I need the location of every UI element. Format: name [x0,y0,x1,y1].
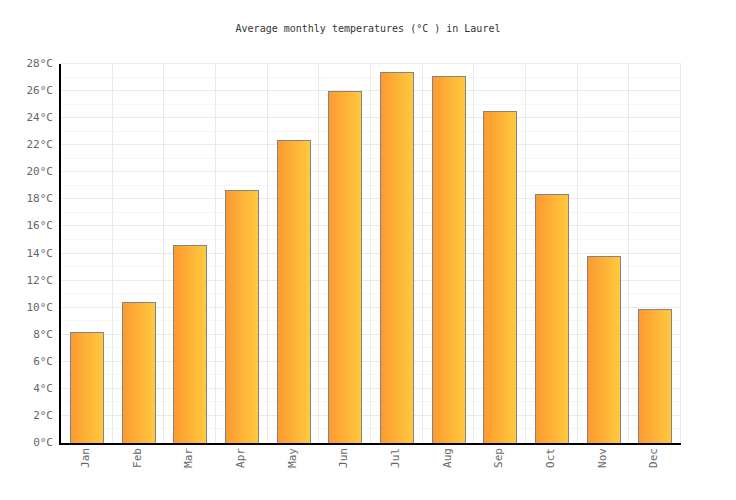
vertical-gridline [577,64,578,443]
bar-sep[interactable] [483,111,517,443]
x-tick-label-sep: Sep [492,448,505,468]
y-tick-label: 6°C [0,355,53,368]
bar-nov[interactable] [587,256,621,443]
major-gridline [61,253,681,254]
y-tick-label: 20°C [0,165,53,178]
bar-jul[interactable] [380,72,414,443]
bar-oct[interactable] [535,194,569,443]
major-gridline [61,225,681,226]
y-tick-label: 24°C [0,111,53,124]
y-tick-label: 16°C [0,219,53,232]
y-tick-label: 10°C [0,301,53,314]
vertical-gridline [680,64,681,443]
y-tick-label: 18°C [0,192,53,205]
minor-gridline [61,77,681,78]
vertical-gridline [525,64,526,443]
major-gridline [61,117,681,118]
bar-apr[interactable] [225,190,259,443]
bar-aug[interactable] [432,76,466,443]
vertical-gridline [112,64,113,443]
major-gridline [61,144,681,145]
vertical-gridline [422,64,423,443]
x-tick-label-nov: Nov [596,448,609,468]
y-tick-label: 12°C [0,274,53,287]
y-tick-label: 14°C [0,247,53,260]
y-tick-label: 4°C [0,382,53,395]
y-tick-label: 2°C [0,409,53,422]
bar-may[interactable] [277,140,311,443]
x-tick-label-may: May [286,448,299,468]
plot-area [59,64,681,445]
major-gridline [61,171,681,172]
vertical-gridline [267,64,268,443]
vertical-gridline [215,64,216,443]
major-gridline [61,90,681,91]
minor-gridline [61,158,681,159]
minor-gridline [61,131,681,132]
y-tick-label: 28°C [0,57,53,70]
chart-title: Average monthly temperatures (°C ) in La… [0,23,736,34]
minor-gridline [61,239,681,240]
vertical-gridline [318,64,319,443]
vertical-gridline [370,64,371,443]
bar-jun[interactable] [328,91,362,443]
x-tick-label-apr: Apr [234,448,247,468]
x-tick-label-jun: Jun [337,448,350,468]
major-gridline [61,198,681,199]
x-tick-label-dec: Dec [647,448,660,468]
vertical-gridline [628,64,629,443]
bar-dec[interactable] [638,309,672,443]
chart-canvas: Average monthly temperatures (°C ) in La… [0,0,736,500]
bar-mar[interactable] [173,245,207,443]
y-tick-label: 26°C [0,84,53,97]
minor-gridline [61,104,681,105]
y-tick-label: 8°C [0,328,53,341]
vertical-gridline [473,64,474,443]
major-gridline [61,63,681,64]
vertical-gridline [163,64,164,443]
bar-feb[interactable] [122,302,156,443]
x-tick-label-mar: Mar [182,448,195,468]
x-tick-label-aug: Aug [441,448,454,468]
y-tick-label: 22°C [0,138,53,151]
bar-jan[interactable] [70,332,104,443]
x-tick-label-jan: Jan [79,448,92,468]
minor-gridline [61,185,681,186]
minor-gridline [61,212,681,213]
x-tick-label-feb: Feb [131,448,144,468]
y-tick-label: 0°C [0,436,53,449]
x-tick-label-oct: Oct [544,448,557,468]
x-tick-label-jul: Jul [389,448,402,468]
